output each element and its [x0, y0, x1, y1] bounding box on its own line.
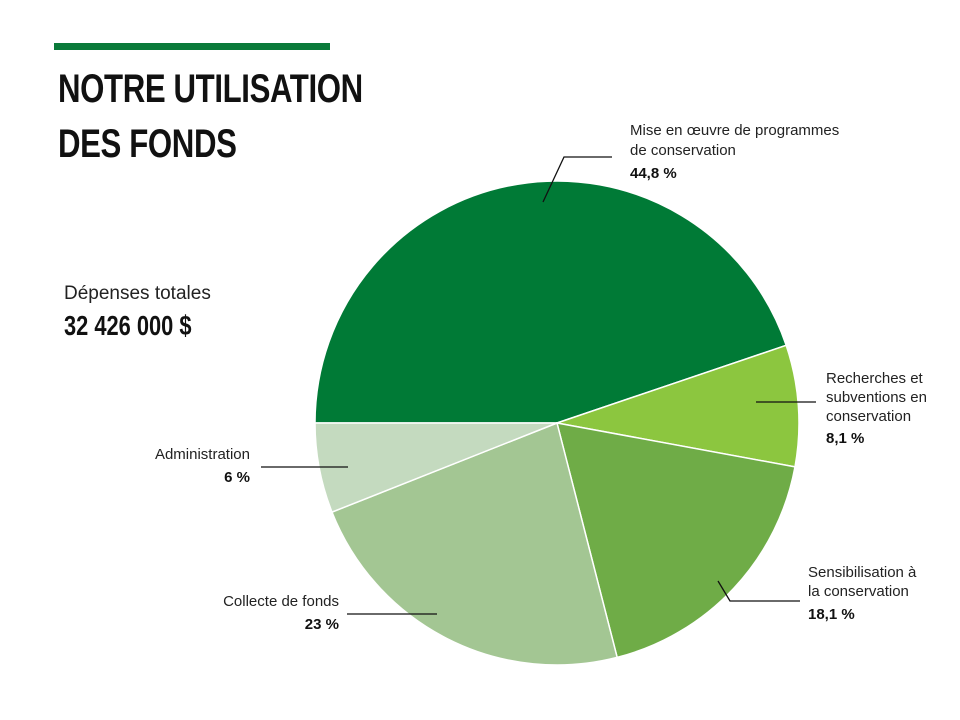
total-expenses-value: 32 426 000 $	[64, 310, 192, 341]
total-expenses-label: Dépenses totales	[64, 283, 211, 304]
pie-slice-recherches-et-subventions-en-conservation	[554, 344, 800, 468]
slice-label-administration: Administration	[155, 446, 250, 463]
slice-value-mise-en-oeuvre-de-programmes-de-conservation: 44,8 %	[630, 165, 677, 182]
slice-label-sensibilisation-a-la-conservation: Sensibilisation à	[808, 564, 917, 581]
leader-line-sensibilisation-a-la-conservation	[717, 580, 800, 602]
slice-value-sensibilisation-a-la-conservation: 18,1 %	[808, 606, 855, 623]
pie-slice-collecte-de-fonds	[331, 421, 619, 666]
pie-slice-administration	[314, 422, 558, 514]
page-title: NOTRE UTILISATION DES FONDS	[58, 62, 363, 172]
slice-value-administration: 6 %	[224, 469, 250, 486]
slice-label-mise-en-oeuvre-de-programmes-de-conservation: Mise en œuvre de programmes	[630, 122, 839, 139]
slice-label-sensibilisation-a-la-conservation: la conservation	[808, 583, 909, 600]
pie-slice-sensibilisation-a-la-conservation	[555, 422, 796, 659]
slice-label-recherches-et-subventions-en-conservation: Recherches et	[826, 370, 924, 387]
pie-slice-mise-en-oeuvre-de-programmes-de-conservation	[314, 180, 788, 424]
title-line-2: DES FONDS	[58, 122, 237, 166]
leader-line-mise-en-oeuvre-de-programmes-de-conservation	[542, 156, 612, 203]
slice-value-collecte-de-fonds: 23 %	[305, 616, 339, 633]
title-accent-bar	[54, 43, 330, 50]
slice-label-mise-en-oeuvre-de-programmes-de-conservation: de conservation	[630, 142, 736, 159]
title-line-1: NOTRE UTILISATION	[58, 67, 363, 111]
slice-label-recherches-et-subventions-en-conservation: conservation	[826, 408, 911, 425]
slice-value-recherches-et-subventions-en-conservation: 8,1 %	[826, 430, 864, 447]
slice-label-recherches-et-subventions-en-conservation: subventions en	[826, 389, 927, 406]
slice-label-collecte-de-fonds: Collecte de fonds	[223, 593, 339, 610]
